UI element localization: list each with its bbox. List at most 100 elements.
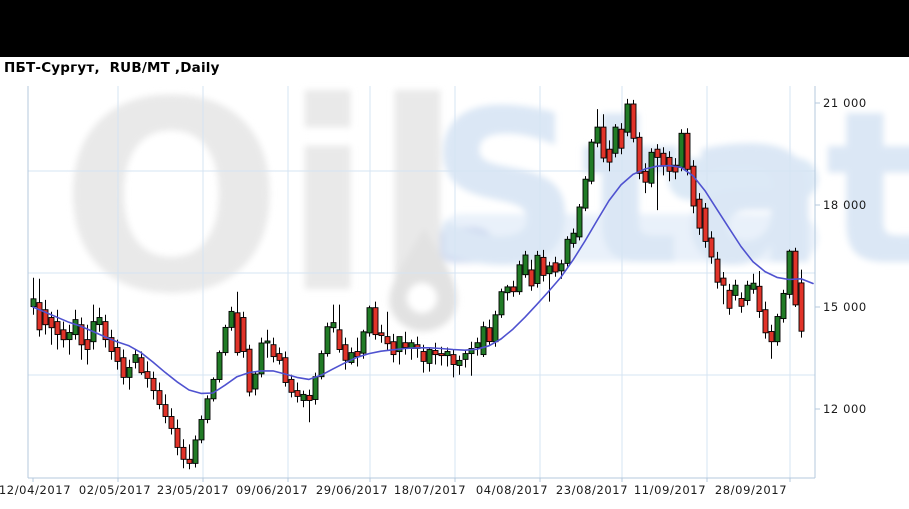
candle-body[interactable]: [780, 292, 787, 320]
candle-body[interactable]: [108, 337, 115, 352]
candle-body[interactable]: [582, 178, 589, 209]
candle-body[interactable]: [162, 404, 169, 417]
candle-body[interactable]: [336, 329, 343, 350]
candle-body[interactable]: [384, 336, 391, 345]
candle-body[interactable]: [120, 357, 127, 378]
candle-body[interactable]: [756, 285, 763, 312]
candle-body[interactable]: [456, 359, 463, 366]
candle-body[interactable]: [342, 344, 349, 361]
candle-body[interactable]: [96, 317, 103, 326]
candle-body[interactable]: [486, 327, 493, 343]
candle-body[interactable]: [192, 439, 199, 464]
candle-body[interactable]: [246, 348, 253, 393]
candle-body[interactable]: [324, 326, 331, 355]
candle-body[interactable]: [684, 132, 691, 170]
candle-body[interactable]: [792, 250, 799, 306]
candle-body[interactable]: [426, 349, 433, 364]
candle-body[interactable]: [432, 350, 439, 356]
candle-body[interactable]: [420, 351, 427, 362]
candle-body[interactable]: [30, 298, 37, 308]
candle-body[interactable]: [210, 378, 217, 400]
candle-body[interactable]: [390, 341, 397, 356]
candle-body[interactable]: [72, 319, 79, 336]
candle-body[interactable]: [348, 352, 355, 363]
candle-body[interactable]: [234, 312, 241, 354]
candle-body[interactable]: [576, 206, 583, 238]
candle-body[interactable]: [276, 353, 283, 361]
candle-body[interactable]: [468, 348, 475, 355]
candle-body[interactable]: [504, 286, 511, 294]
candle-body[interactable]: [294, 390, 301, 397]
candle-body[interactable]: [258, 342, 265, 375]
candle-body[interactable]: [702, 207, 709, 242]
candle-body[interactable]: [66, 332, 73, 341]
candle-body[interactable]: [84, 339, 91, 350]
candle-body[interactable]: [306, 394, 313, 401]
candle-body[interactable]: [624, 103, 631, 133]
candle-body[interactable]: [744, 284, 751, 301]
candle-body[interactable]: [750, 282, 757, 290]
candle-body[interactable]: [396, 336, 403, 353]
candle-body[interactable]: [558, 263, 565, 272]
candle-body[interactable]: [498, 291, 505, 316]
candle-body[interactable]: [714, 258, 721, 283]
candle-body[interactable]: [228, 310, 235, 328]
candle-body[interactable]: [150, 377, 157, 392]
candle-body[interactable]: [726, 289, 733, 309]
candle-body[interactable]: [738, 298, 745, 307]
candle-body[interactable]: [312, 376, 319, 400]
candle-body[interactable]: [444, 351, 451, 357]
candles[interactable]: [30, 98, 805, 470]
candle-body[interactable]: [114, 347, 121, 362]
candle-body[interactable]: [474, 342, 481, 348]
candle-body[interactable]: [606, 148, 613, 163]
candle-body[interactable]: [204, 398, 211, 420]
candle-body[interactable]: [678, 132, 685, 168]
candle-body[interactable]: [588, 141, 595, 182]
candle-body[interactable]: [198, 419, 205, 441]
candle-body[interactable]: [552, 262, 559, 273]
candle-body[interactable]: [144, 371, 151, 379]
candle-body[interactable]: [126, 367, 133, 378]
candle-body[interactable]: [264, 340, 271, 344]
candle-body[interactable]: [270, 344, 277, 358]
candle-body[interactable]: [240, 317, 247, 352]
candle-body[interactable]: [438, 353, 445, 357]
candle-body[interactable]: [78, 324, 85, 346]
candle-body[interactable]: [360, 331, 367, 354]
candle-body[interactable]: [636, 136, 643, 174]
candle-body[interactable]: [138, 357, 145, 374]
candle-body[interactable]: [642, 170, 649, 183]
candle-body[interactable]: [54, 321, 61, 335]
candle-body[interactable]: [732, 284, 739, 296]
candle-body[interactable]: [186, 458, 193, 464]
candle-body[interactable]: [168, 416, 175, 429]
candle-body[interactable]: [366, 307, 373, 334]
candle-body[interactable]: [42, 309, 49, 326]
candle-body[interactable]: [768, 331, 775, 343]
candle-body[interactable]: [252, 373, 259, 390]
candle-body[interactable]: [492, 314, 499, 343]
candle-body[interactable]: [222, 326, 229, 354]
candle-body[interactable]: [318, 353, 325, 378]
candle-body[interactable]: [174, 427, 181, 448]
candle-body[interactable]: [798, 282, 805, 332]
candle-body[interactable]: [618, 128, 625, 149]
candle-body[interactable]: [300, 393, 307, 401]
candle-body[interactable]: [36, 302, 43, 331]
candle-body[interactable]: [708, 237, 715, 258]
candle-body[interactable]: [690, 165, 697, 207]
candle-body[interactable]: [378, 332, 385, 336]
candle-body[interactable]: [570, 232, 577, 244]
candle-body[interactable]: [156, 390, 163, 405]
candle-body[interactable]: [48, 317, 55, 329]
candle-body[interactable]: [666, 156, 673, 172]
candle-body[interactable]: [774, 316, 781, 343]
candle-body[interactable]: [672, 164, 679, 173]
candle-body[interactable]: [282, 357, 289, 383]
candle-body[interactable]: [102, 321, 109, 341]
candle-body[interactable]: [594, 126, 601, 144]
candle-body[interactable]: [540, 256, 547, 276]
candle-body[interactable]: [180, 446, 187, 460]
